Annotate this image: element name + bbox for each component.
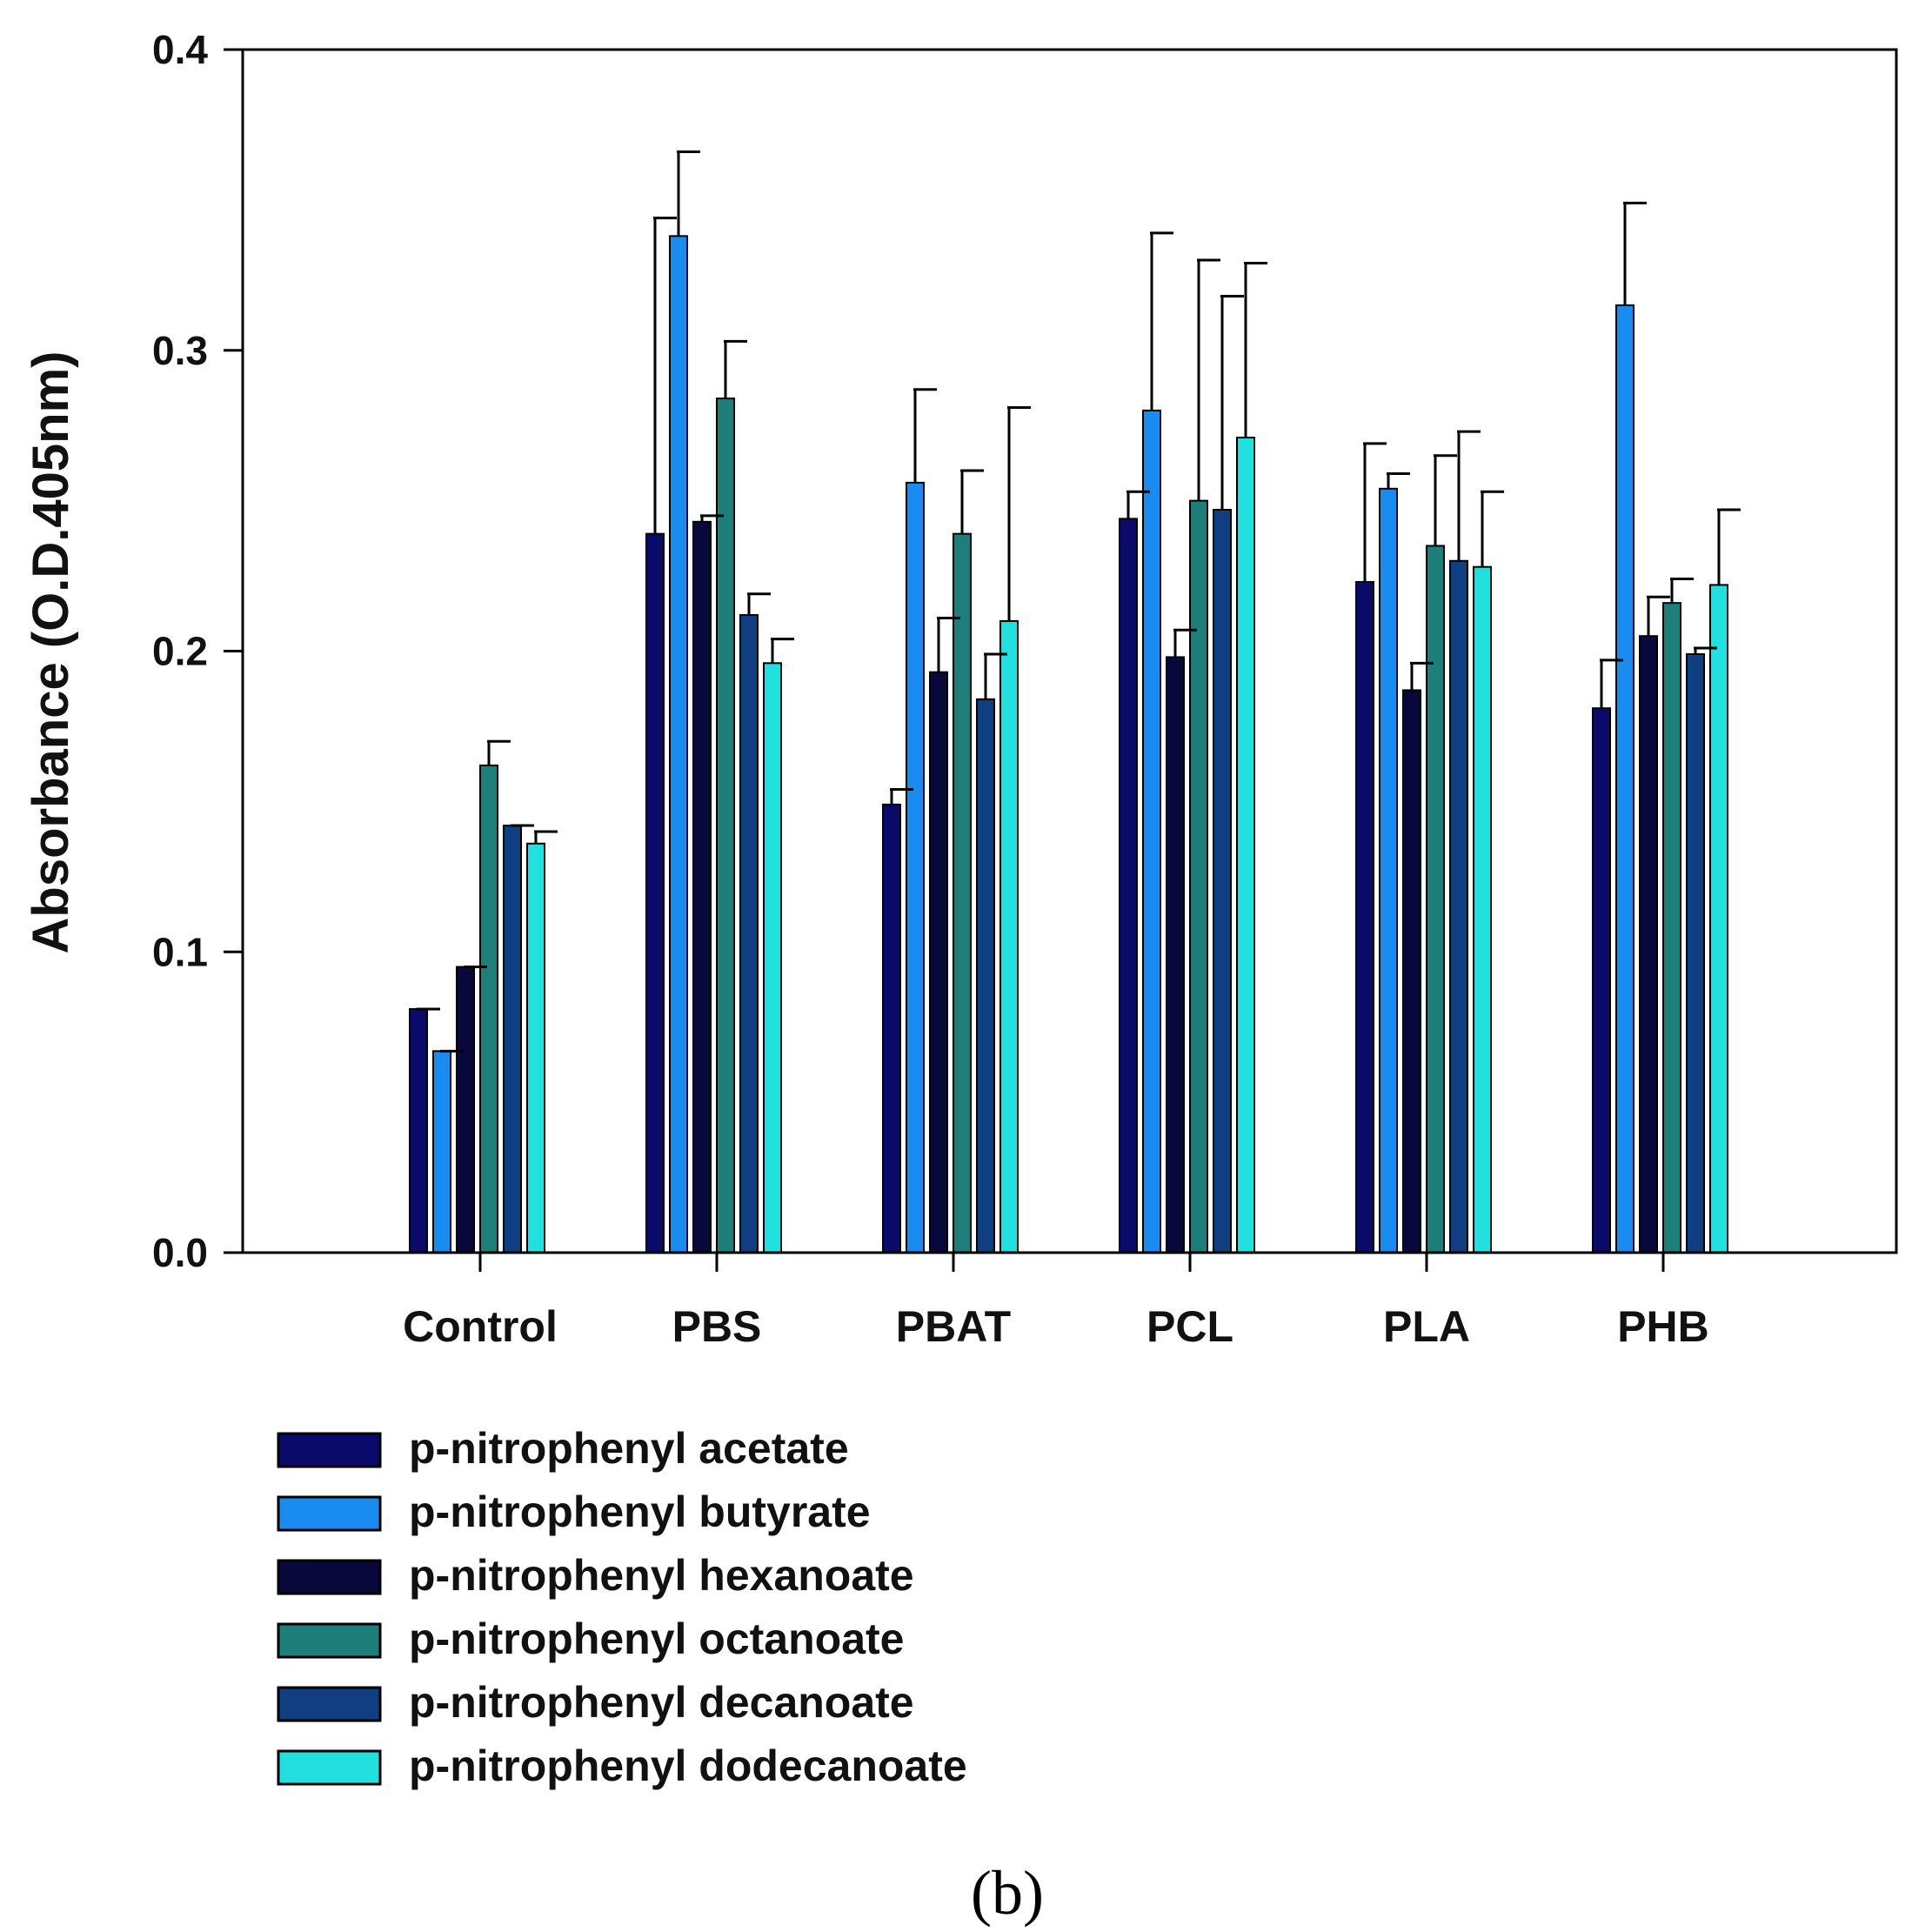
bar xyxy=(882,803,901,1253)
bar xyxy=(1355,580,1374,1253)
bar xyxy=(526,842,545,1254)
bar xyxy=(409,1007,428,1253)
y-tick-label: 0.3 xyxy=(152,328,208,373)
x-tick-label: PHB xyxy=(1617,1302,1709,1351)
bar xyxy=(1142,409,1161,1253)
bar xyxy=(456,966,475,1253)
bar xyxy=(692,520,712,1253)
legend-swatch xyxy=(277,1495,382,1532)
bar xyxy=(1639,635,1658,1253)
legend: p-nitrophenyl acetate p-nitrophenyl butyr… xyxy=(277,1424,967,1790)
bar xyxy=(953,532,972,1253)
bar xyxy=(1236,437,1255,1253)
bar xyxy=(1473,565,1492,1253)
x-tick-label: PLA xyxy=(1383,1302,1470,1351)
legend-swatch xyxy=(277,1432,382,1468)
bar xyxy=(716,398,735,1253)
bar xyxy=(999,619,1019,1253)
legend-swatch xyxy=(277,1622,382,1659)
bar xyxy=(1449,559,1468,1253)
bar xyxy=(976,698,995,1253)
bar xyxy=(645,532,665,1253)
bar xyxy=(479,764,498,1253)
bar xyxy=(1615,304,1635,1254)
axes-layer xyxy=(224,48,1898,1272)
bar xyxy=(1379,487,1398,1253)
error-bars-layer xyxy=(417,150,1741,1053)
bar xyxy=(669,235,688,1253)
legend-label: p-nitrophenyl octanoate xyxy=(409,1614,904,1663)
bar xyxy=(1189,499,1208,1253)
bar xyxy=(929,671,948,1253)
bar xyxy=(1166,656,1185,1253)
legend-swatch xyxy=(277,1686,382,1722)
y-tick-label: 0.0 xyxy=(152,1230,208,1275)
bar xyxy=(1213,508,1232,1253)
legend-label: p-nitrophenyl acetate xyxy=(409,1424,849,1473)
bar xyxy=(1662,602,1681,1253)
y-axis-title: Absorbance (O.D.405nm) xyxy=(23,351,79,954)
legend-label: p-nitrophenyl decanoate xyxy=(409,1678,914,1727)
y-tick-label: 0.2 xyxy=(152,629,208,674)
x-tick-label: PBS xyxy=(672,1302,762,1351)
x-tick-label: PCL xyxy=(1146,1302,1233,1351)
bar xyxy=(1119,518,1138,1253)
bars-layer xyxy=(409,235,1728,1254)
legend-label: p-nitrophenyl butyrate xyxy=(409,1487,871,1536)
legend-label: p-nitrophenyl dodecanoate xyxy=(409,1741,967,1790)
bar xyxy=(1402,689,1421,1253)
x-tick-label: PBAT xyxy=(896,1302,1011,1351)
bar xyxy=(503,825,522,1253)
bar xyxy=(906,481,925,1253)
y-tick-label: 0.1 xyxy=(152,929,208,974)
bar xyxy=(763,662,782,1253)
legend-swatch xyxy=(277,1749,382,1786)
panel-label: (b) xyxy=(971,1858,1044,1928)
x-tick-label: Control xyxy=(403,1302,558,1351)
bar xyxy=(1426,545,1445,1253)
legend-swatch xyxy=(277,1559,382,1595)
legend-label: p-nitrophenyl hexanoate xyxy=(409,1551,914,1600)
labels-layer: Control PBS PBAT PCL PLA PHB 0.0 0.1 0.2 0.3 0.4 xyxy=(152,27,1709,1351)
bar xyxy=(1592,707,1611,1253)
y-tick-label: 0.4 xyxy=(152,27,208,72)
bar xyxy=(1686,652,1705,1253)
bar xyxy=(739,614,759,1253)
bar xyxy=(432,1050,451,1254)
bar xyxy=(1709,584,1728,1253)
